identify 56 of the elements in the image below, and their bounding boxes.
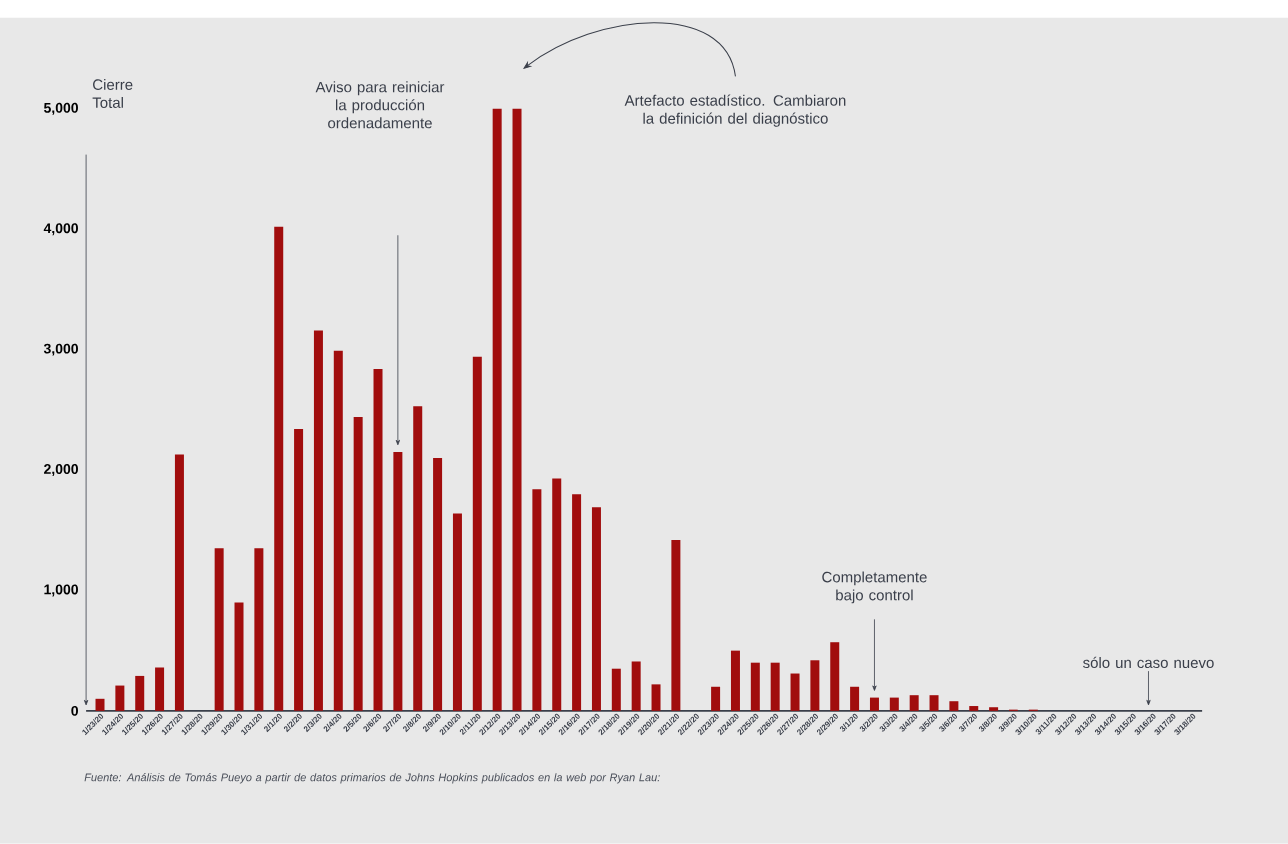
source-note: Fuente: Análisis de Tomás Pueyo a partir de datos primarios de Johns Hopkins publicados en la web por Ryan Lau: [84, 773, 660, 784]
bar [174, 454, 184, 711]
bar [353, 417, 363, 711]
bar [373, 368, 383, 711]
bar [929, 695, 939, 711]
bar [452, 513, 462, 711]
y-tick-label: 3,000 [43, 343, 78, 356]
bar [274, 226, 284, 711]
y-tick-label: 1,000 [44, 584, 78, 597]
y-tick-label: 2,000 [44, 464, 78, 477]
bar [830, 642, 840, 711]
y-tick-label: 4,000 [43, 223, 78, 236]
bar [294, 429, 304, 711]
bar [433, 458, 443, 711]
bar [492, 108, 502, 711]
bar [254, 548, 264, 711]
bar [909, 695, 919, 711]
bar [850, 686, 860, 711]
bar [155, 667, 165, 711]
bar [413, 406, 423, 711]
bar [671, 539, 681, 711]
bar [869, 697, 879, 711]
bar [532, 489, 542, 711]
bar [135, 676, 145, 711]
annotation: Completamente bajo control [822, 571, 927, 604]
bar [810, 660, 820, 711]
bar [651, 684, 661, 711]
bar [591, 507, 601, 711]
bar [333, 350, 343, 711]
bar [512, 108, 522, 711]
bar [989, 707, 999, 711]
bar [115, 685, 125, 711]
bar [711, 686, 721, 711]
y-tick-label: 5,000 [43, 102, 78, 115]
bar [730, 650, 740, 711]
annotation: Aviso para reiniciar la producción ordenadamente [315, 81, 445, 129]
bar [214, 548, 224, 711]
y-tick-label: 0 [71, 705, 78, 716]
bar [393, 452, 403, 711]
bar [472, 356, 482, 711]
bar [552, 478, 562, 711]
bar [969, 706, 979, 711]
text: Cierre Total [92, 79, 133, 109]
bar [611, 668, 621, 711]
bar [631, 661, 641, 711]
bar [95, 698, 105, 711]
bar [889, 697, 899, 711]
bar [572, 494, 582, 711]
bar [234, 602, 244, 711]
bar [790, 673, 800, 711]
bar [949, 701, 959, 711]
bar [750, 662, 760, 711]
bar [313, 330, 323, 711]
annotation: Artefacto estadístico. Cambiaron la definición del diagnóstico [624, 94, 846, 127]
annotation: sólo un caso nuevo [1083, 656, 1214, 669]
bar [770, 662, 780, 711]
